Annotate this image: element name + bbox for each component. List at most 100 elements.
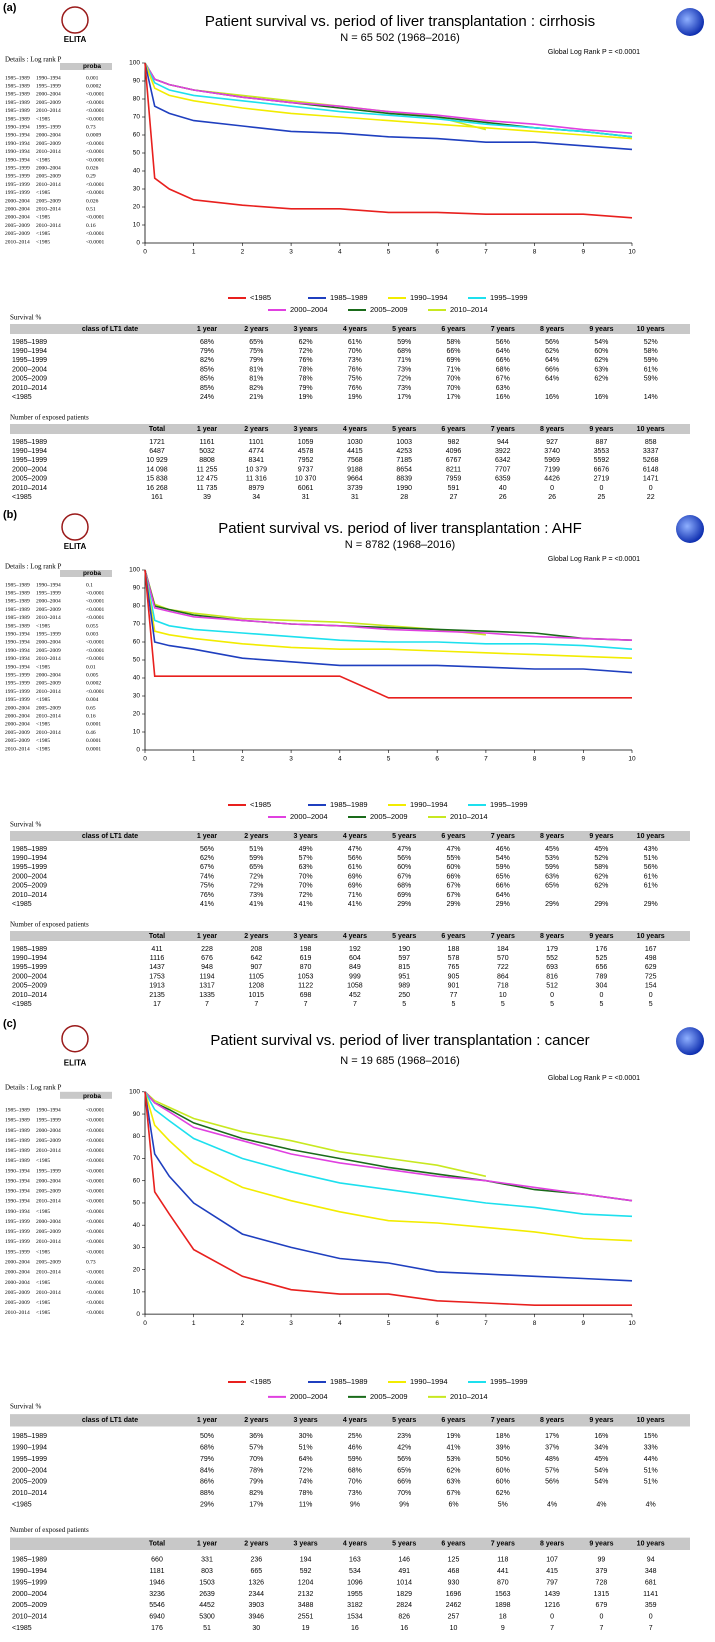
survival-cell: 70% [299, 873, 313, 880]
exposed-cell: 982 [448, 439, 460, 446]
survival-header-band [10, 831, 690, 841]
exposed-cell: 7199 [544, 466, 560, 473]
logrank-cell: 2005–2009 [36, 1189, 61, 1195]
survival-cell: 59% [348, 1456, 362, 1463]
logrank-cell: 2000–2004 [5, 1270, 30, 1276]
survival-cell: 1990–1994 [12, 855, 47, 862]
logrank-cell: 1995–1999 [36, 124, 61, 130]
logrank-cell: <0.0001 [86, 607, 104, 613]
survival-cell: 61% [348, 864, 362, 871]
survival-cell: 69% [446, 357, 460, 364]
exposed-header: 9 years [589, 426, 613, 433]
exposed-cell: 10 929 [146, 457, 168, 464]
survival-cell: 66% [397, 1479, 411, 1486]
y-tick-label: 30 [133, 1244, 141, 1251]
survival-cell: 69% [397, 892, 411, 899]
survival-cell: 39% [496, 1445, 510, 1452]
survival-cell: 72% [299, 892, 313, 899]
logrank-cell: 2000–2004 [36, 1128, 61, 1134]
survival-cell: 72% [299, 348, 313, 355]
exposed-cell: 51 [203, 1625, 211, 1632]
logrank-cell: 1995–1999 [36, 631, 61, 637]
exposed-cell: 184 [497, 946, 509, 953]
exposed-cell: 1096 [347, 1579, 363, 1586]
x-tick-label: 8 [533, 756, 537, 763]
exposed-cell: 176 [151, 1625, 163, 1632]
exposed-cell: 125 [448, 1557, 460, 1564]
survival-cell: 72% [249, 873, 263, 880]
survival-cell: 19% [446, 1433, 460, 1440]
logrank-cell: 2005–2009 [36, 100, 61, 106]
survival-cell: 51% [644, 1479, 658, 1486]
exposed-header: Total [149, 933, 165, 940]
x-tick-label: 6 [435, 756, 439, 763]
survival-cell: 36% [249, 1433, 263, 1440]
logrank-cell: 2005–2009 [5, 730, 30, 736]
survival-cell: 47% [348, 846, 362, 853]
legend-label: 1990–1994 [410, 293, 448, 302]
logrank-cell: 2005–2009 [5, 231, 30, 237]
exposed-cell: 8839 [396, 476, 412, 483]
exposed-cell: 905 [448, 973, 460, 980]
legend-label: 1990–1994 [410, 800, 448, 809]
logrank-cell: 2010–2014 [36, 713, 61, 719]
survival-cell: 55% [446, 855, 460, 862]
exposed-cell: 4426 [544, 476, 560, 483]
logrank-cell: <0.0001 [86, 1158, 104, 1164]
survival-cell: 82% [200, 357, 214, 364]
exposed-cell: 1014 [396, 1579, 412, 1586]
survival-cell: 33% [644, 1445, 658, 1452]
logrank-cell: <0.0001 [86, 239, 104, 245]
logrank-cell: <0.0001 [86, 1209, 104, 1215]
survival-cell: 41% [249, 901, 263, 908]
logrank-cell: 2010–2014 [36, 1270, 61, 1276]
survival-cell: 61% [644, 873, 658, 880]
logrank-cell: 2010–2014 [36, 689, 61, 695]
logrank-cell: 1985–1989 [5, 1128, 30, 1134]
exposed-cell: 1059 [298, 439, 314, 446]
exposed-cell: 30 [252, 1625, 260, 1632]
logrank-cell: 1990–1994 [36, 582, 61, 588]
exposed-header: 6 years [441, 426, 465, 433]
exposed-cell: 665 [250, 1568, 262, 1575]
survival-line [144, 569, 633, 674]
y-tick-label: 10 [133, 729, 141, 736]
exposed-cell: 4253 [396, 448, 412, 455]
exposed-title: Number of exposed patients [10, 1526, 89, 1534]
logrank-cell: 2000–2004 [36, 92, 61, 98]
exposed-cell: 154 [645, 983, 657, 990]
exposed-cell: 3182 [347, 1602, 363, 1609]
survival-header: 4 years [343, 1417, 367, 1424]
survival-header: class of LT1 date [82, 833, 138, 840]
exposed-header: 4 years [343, 1541, 367, 1548]
survival-line [144, 1091, 633, 1242]
exposed-cell: 16 [351, 1625, 359, 1632]
survival-line [144, 569, 633, 659]
exposed-cell: 1995–1999 [12, 1579, 47, 1586]
exposed-header: 4 years [343, 426, 367, 433]
survival-header: 3 years [294, 833, 318, 840]
survival-cell: 66% [446, 873, 460, 880]
survival-header: 9 years [589, 1417, 613, 1424]
logrank-cell: 2010–2014 [36, 223, 61, 229]
logrank-cell: 2010–2014 [36, 182, 61, 188]
survival-header: 8 years [540, 1417, 564, 1424]
survival-cell: 68% [200, 1445, 214, 1452]
survival-cell: 56% [200, 846, 214, 853]
exposed-cell: 989 [398, 983, 410, 990]
legend-label: 2000–2004 [290, 1392, 328, 1401]
logrank-cell: 0.001 [86, 75, 99, 81]
exposed-header: 5 years [392, 426, 416, 433]
survival-cell: 37% [545, 1445, 559, 1452]
exposed-cell: 826 [398, 1614, 410, 1621]
exposed-header: 3 years [294, 1541, 318, 1548]
logrank-cell: 0.0009 [86, 133, 101, 139]
exposed-cell: 1985–1989 [12, 1557, 47, 1564]
exposed-cell: 4578 [298, 448, 314, 455]
logrank-cell: <0.0001 [86, 1290, 104, 1296]
survival-cell: 85% [200, 385, 214, 392]
survival-cell: 62% [446, 1467, 460, 1474]
exposed-cell: 411 [151, 946, 162, 953]
exposed-cell: 16 [400, 1625, 408, 1632]
logrank-cell: <0.0001 [86, 1199, 104, 1205]
